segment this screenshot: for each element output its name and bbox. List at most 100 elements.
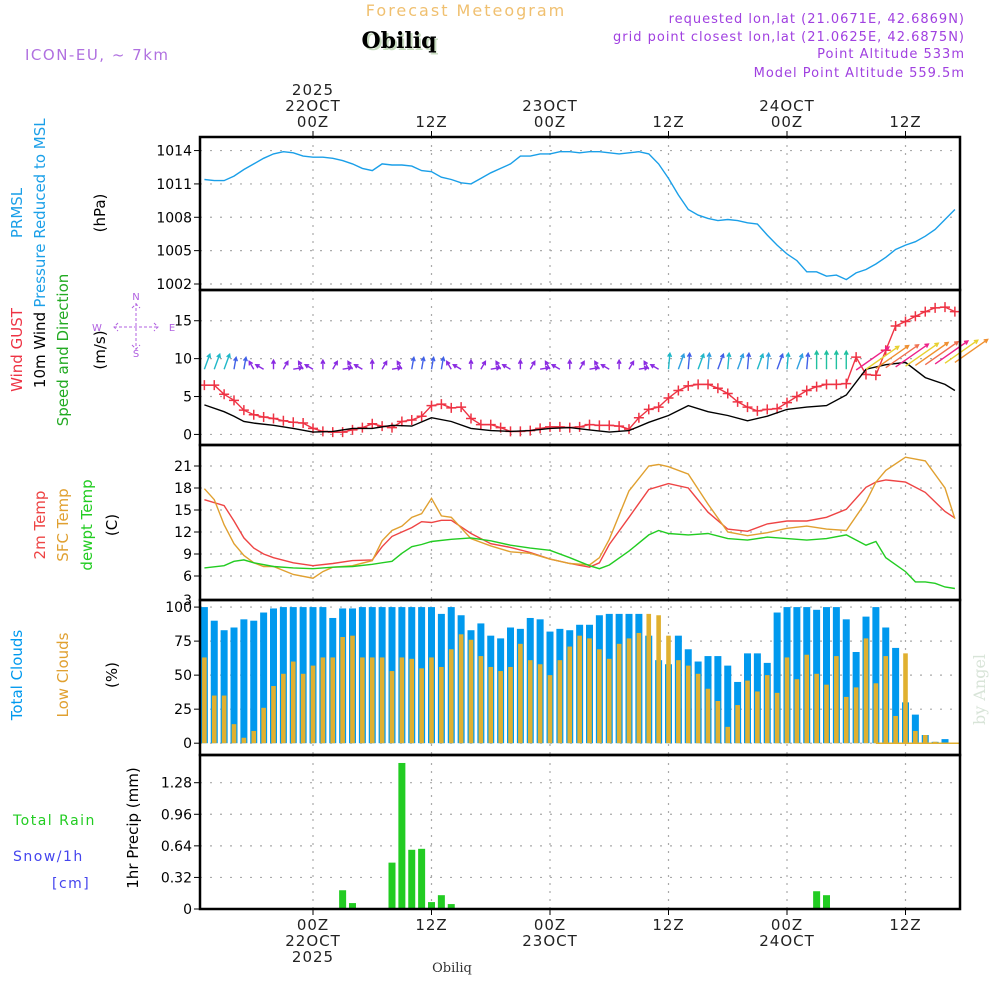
gust-marker xyxy=(940,302,950,313)
gust-marker xyxy=(288,417,299,428)
total-cloud-bar xyxy=(911,714,919,744)
low-cloud-bar xyxy=(498,671,503,744)
total-cloud-bar xyxy=(823,607,830,744)
low-cloud-bar xyxy=(883,656,889,744)
y-tick-label: 0.32 xyxy=(161,870,192,886)
panel-label-temperature: 2m Temp xyxy=(31,491,49,560)
wind-direction-arrow xyxy=(677,352,686,370)
gust-marker xyxy=(574,421,585,432)
low-cloud-bar xyxy=(685,665,691,744)
wind-direction-arrow xyxy=(529,360,536,370)
y-tick-label: 0.64 xyxy=(161,839,192,855)
low-cloud-bar xyxy=(202,657,207,744)
low-cloud-bar xyxy=(439,666,444,744)
y-tick-label: 0 xyxy=(183,902,192,918)
low-cloud-bar xyxy=(399,657,405,744)
wind-direction-arrow xyxy=(353,364,363,370)
wind-direction-arrow xyxy=(628,360,635,370)
wind-direction-arrow xyxy=(396,360,403,370)
gust-marker xyxy=(456,402,467,413)
gust-marker xyxy=(357,422,368,433)
gust-marker xyxy=(722,388,733,399)
wind-direction-arrow xyxy=(649,364,659,370)
gust-marker xyxy=(396,416,407,427)
wind-direction-arrow xyxy=(550,364,561,370)
wind-direction-arrow xyxy=(616,358,622,370)
unit-label-temperature: (C) xyxy=(103,514,121,536)
wind-direction-arrow xyxy=(833,349,839,370)
gust-marker xyxy=(841,378,852,389)
low-cloud-bar xyxy=(755,691,760,744)
low-cloud-bar xyxy=(824,684,829,744)
rain-bar xyxy=(813,891,821,909)
low-cloud-bar xyxy=(715,701,721,744)
gust-marker xyxy=(209,380,220,391)
gust-marker xyxy=(475,419,486,430)
panel-frame xyxy=(198,135,962,292)
wind-direction-arrow xyxy=(823,349,830,370)
y-tick-label: 6 xyxy=(183,569,192,585)
legend-snow: Snow/1h xyxy=(13,849,84,865)
low-cloud-bar xyxy=(448,649,454,744)
wind-direction-arrow xyxy=(440,355,446,370)
wind-direction-arrow xyxy=(567,358,573,370)
panel-label-wind: Wind GUST xyxy=(8,307,26,392)
low-cloud-bar xyxy=(527,660,533,744)
low-cloud-bar xyxy=(666,635,671,744)
wind-direction-arrow xyxy=(446,360,452,370)
panel-wind: 0 5 10 15 xyxy=(174,288,989,447)
bottom-time-label: 12Z xyxy=(652,916,684,934)
wind-direction-arrow xyxy=(785,351,791,370)
gust-marker xyxy=(426,400,437,411)
y-tick-label: 50 xyxy=(174,668,192,684)
unit-label-wind: (m/s) xyxy=(91,330,109,369)
low-cloud-bar xyxy=(764,675,770,744)
y-tick-label: 1002 xyxy=(156,277,192,293)
low-cloud-bar xyxy=(794,679,800,744)
y-tick-label: 75 xyxy=(174,634,192,650)
rain-bar xyxy=(408,849,416,909)
gust-marker xyxy=(870,370,881,381)
low-cloud-bar xyxy=(241,737,247,744)
gust-marker xyxy=(851,352,862,363)
gust-marker xyxy=(466,413,476,424)
low-cloud-bar xyxy=(330,657,336,744)
series-10m-wind xyxy=(204,361,956,433)
panel-pressure: 1002 1005 1008 1011 1014 xyxy=(156,135,962,293)
panel-label-wind: 10m Wind xyxy=(31,312,49,388)
wind-direction-arrow xyxy=(934,340,970,365)
gust-marker xyxy=(594,420,605,431)
wind-direction-arrow xyxy=(391,365,403,371)
wind-direction-arrow xyxy=(638,365,650,371)
series-dewpt-temp xyxy=(204,529,956,590)
wind-direction-arrow xyxy=(332,360,338,370)
wind-direction-arrow xyxy=(855,346,891,371)
low-cloud-bar xyxy=(310,665,316,744)
wind-direction-arrow xyxy=(213,352,222,370)
total-cloud-bar xyxy=(842,619,850,744)
y-tick-label: 1008 xyxy=(156,210,192,226)
gust-marker xyxy=(742,402,753,413)
wind-direction-arrow xyxy=(342,365,353,371)
wind-direction-arrow xyxy=(643,360,650,370)
compass-s: S xyxy=(133,349,139,360)
low-cloud-bar xyxy=(488,666,494,744)
total-cloud-bar xyxy=(892,647,900,744)
gust-marker xyxy=(298,418,309,429)
wind-arrows xyxy=(203,338,989,371)
gust-marker xyxy=(436,399,447,410)
total-cloud-bar xyxy=(210,620,218,744)
wind-direction-arrow xyxy=(293,365,304,371)
low-cloud-bar xyxy=(409,658,415,744)
y-tick-label: 15 xyxy=(174,503,192,519)
gust-marker xyxy=(821,379,832,390)
low-cloud-bar xyxy=(626,638,632,744)
low-cloud-bar xyxy=(290,661,296,744)
wind-direction-arrow xyxy=(756,352,765,370)
gust-marker xyxy=(485,419,496,430)
low-cloud-bar xyxy=(458,634,464,744)
wind-direction-arrow xyxy=(944,339,979,364)
wind-direction-arrow xyxy=(805,351,811,370)
gust-marker xyxy=(693,379,704,390)
rain-bar xyxy=(418,848,426,909)
